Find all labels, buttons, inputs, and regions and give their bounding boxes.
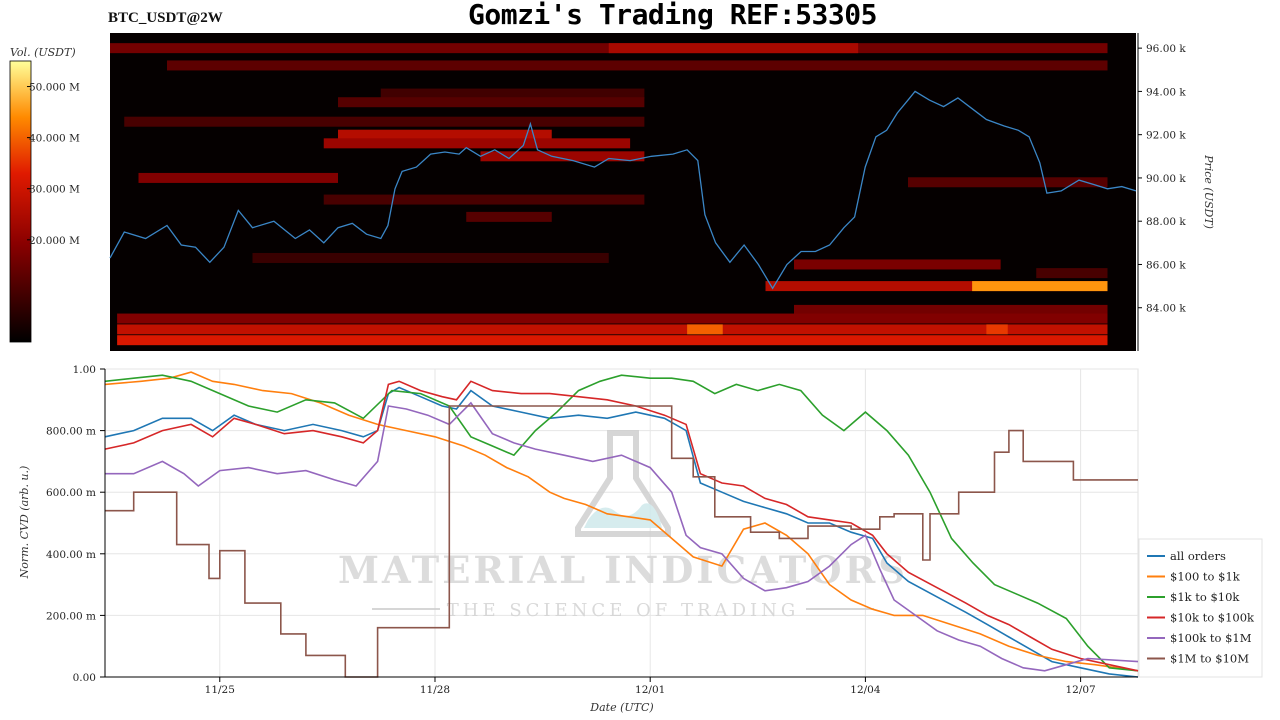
cvd-axis-label: Norm. CVD (arb. u.)	[18, 466, 31, 580]
watermark-title: MATERIAL INDICATORS	[338, 548, 908, 592]
liquidity-band	[167, 60, 1108, 71]
legend-box	[1138, 538, 1263, 678]
y-tick-label: 1.00	[73, 364, 96, 376]
legend-label: $100 to $1k	[1170, 570, 1241, 584]
liquidity-band	[765, 281, 1108, 292]
watermark-subtitle: THE SCIENCE OF TRADING	[447, 600, 800, 621]
liquidity-band	[986, 324, 1008, 335]
liquidity-band	[794, 259, 1001, 270]
legend-label: $1k to $10k	[1170, 590, 1240, 604]
cvd-panel: MATERIAL INDICATORS THE SCIENCE OF TRADI…	[18, 364, 1263, 714]
legend-label: $10k to $100k	[1170, 611, 1255, 625]
liquidity-band	[794, 304, 1108, 315]
colorbar-tick-label: 20.000 M	[29, 235, 80, 247]
price-tick-label: 84.00 k	[1146, 303, 1186, 315]
legend-label: all orders	[1170, 549, 1226, 563]
colorbar-tick-label: 40.000 M	[29, 133, 80, 145]
price-line	[109, 90, 1137, 290]
colorbar-label: Vol. (USDT)	[10, 46, 76, 59]
liquidity-band	[466, 211, 552, 222]
colorbar-scale	[9, 60, 32, 343]
price-tick-label: 90.00 k	[1146, 173, 1186, 185]
liquidity-band	[323, 138, 631, 149]
liquidity-band	[972, 281, 1108, 292]
legend-label: $1M to $10M	[1170, 652, 1249, 666]
series-line-3	[104, 380, 1139, 672]
price-tick-label: 88.00 k	[1146, 216, 1186, 228]
x-axis-label: Date (UTC)	[589, 701, 653, 714]
volume-colorbar: Vol. (USDT) 20.000 M 30.000 M 40.000 M 50.0…	[9, 46, 80, 343]
liquidity-band	[480, 151, 645, 162]
liquidity-band	[124, 116, 645, 127]
y-tick-label: 0.00	[73, 672, 96, 684]
series-line-1	[104, 371, 1139, 672]
x-tick-label: 11/25	[205, 684, 235, 696]
legend: all orders $100 to $1k $1k to $10k $10k to …	[1138, 538, 1263, 678]
y-tick-label: 400.00 m	[46, 549, 96, 561]
chart-title: Gomzi's Trading REF:53305	[468, 0, 877, 31]
liquidity-band	[117, 335, 1108, 346]
watermark: MATERIAL INDICATORS THE SCIENCE OF TRADI…	[338, 430, 908, 621]
liquidity-band	[138, 172, 338, 183]
liquidity-band	[687, 324, 723, 335]
x-tick-label: 12/01	[635, 684, 665, 696]
heatmap-panel: 84.00 k 86.00 k 88.00 k 90.00 k 92.00 k 94.00…	[109, 33, 1215, 351]
price-tick-label: 94.00 k	[1146, 86, 1186, 98]
series-line-4	[105, 401, 1139, 672]
liquidity-band	[908, 177, 1108, 188]
pair-label: BTC_USDT@2W	[108, 10, 223, 26]
liquidity-band	[338, 97, 645, 108]
legend-label: $100k to $1M	[1170, 631, 1252, 645]
liquidity-band	[252, 252, 609, 263]
x-tick-label: 11/28	[420, 684, 450, 696]
liquidity-band	[608, 43, 859, 54]
price-tick-label: 96.00 k	[1146, 43, 1186, 55]
heatmap-background	[110, 33, 1136, 351]
y-tick-label: 800.00 m	[46, 426, 96, 438]
liquidity-band	[117, 324, 1108, 335]
price-tick-label: 92.00 k	[1146, 130, 1186, 142]
liquidity-band	[1036, 268, 1108, 279]
series-line-2	[104, 374, 1139, 672]
x-tick-label: 12/07	[1065, 684, 1095, 696]
series-line-0	[104, 386, 1139, 678]
colorbar-tick-label: 50.000 M	[29, 82, 80, 94]
price-tick-label: 86.00 k	[1146, 259, 1186, 271]
liquidity-band	[380, 88, 645, 99]
x-tick-label: 12/04	[850, 684, 881, 696]
y-tick-label: 600.00 m	[46, 487, 96, 499]
liquidity-band	[338, 129, 552, 140]
y-tick-label: 200.00 m	[46, 610, 96, 622]
liquidity-band	[323, 194, 645, 205]
price-axis-label: Price (USDT)	[1202, 154, 1215, 229]
colorbar-tick-label: 30.000 M	[29, 184, 80, 196]
series-line-5	[105, 405, 1138, 678]
liquidity-band	[117, 313, 1108, 324]
